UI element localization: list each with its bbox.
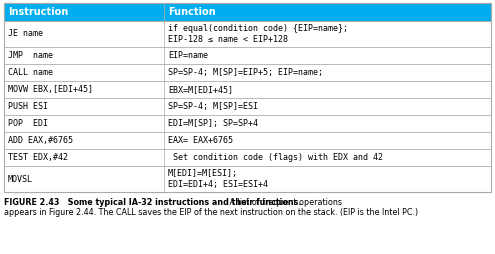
Bar [4,149,491,166]
Text: A list of frequent operations: A list of frequent operations [227,198,342,207]
Bar [4,166,491,192]
Text: CALL name: CALL name [8,68,53,77]
Text: EAX= EAX+6765: EAX= EAX+6765 [168,136,233,145]
Text: EIP=name: EIP=name [168,51,208,60]
Text: PUSH ESI: PUSH ESI [8,102,48,111]
Text: FIGURE 2.43   Some typical IA-32 instructions and their functions.: FIGURE 2.43 Some typical IA-32 instructi… [4,198,301,207]
Text: JMP  name: JMP name [8,51,53,60]
Text: MOVW EBX,[EDI+45]: MOVW EBX,[EDI+45] [8,85,93,94]
Text: Instruction: Instruction [8,7,68,17]
Bar [4,3,491,21]
Text: EBX=M[EDI+45]: EBX=M[EDI+45] [168,85,233,94]
Bar [4,81,491,98]
Text: MOVSL: MOVSL [8,174,33,183]
Bar [4,21,491,47]
Text: SP=SP-4; M[SP]=ESI: SP=SP-4; M[SP]=ESI [168,102,258,111]
Text: if equal(condition code) {EIP=name};
EIP-128 ≤ name < EIP+128: if equal(condition code) {EIP=name}; EIP… [168,24,348,44]
Bar [4,132,491,149]
Bar [4,47,491,64]
Bar [4,115,491,132]
Text: appears in Figure 2.44. The CALL saves the EIP of the next instruction on the st: appears in Figure 2.44. The CALL saves t… [4,208,418,217]
Text: Function: Function [168,7,216,17]
Text: ADD EAX,#6765: ADD EAX,#6765 [8,136,73,145]
Text: JE name: JE name [8,29,43,39]
Bar [4,98,491,115]
Text: EDI=M[SP]; SP=SP+4: EDI=M[SP]; SP=SP+4 [168,119,258,128]
Text: SP=SP-4; M[SP]=EIP+5; EIP=name;: SP=SP-4; M[SP]=EIP+5; EIP=name; [168,68,323,77]
Bar [4,3,491,192]
Bar [4,64,491,81]
Text: M[EDI]=M[ESI];
EDI=EDI+4; ESI=ESI+4: M[EDI]=M[ESI]; EDI=EDI+4; ESI=ESI+4 [168,169,268,189]
Text: Set condition code (flags) with EDX and 42: Set condition code (flags) with EDX and … [168,153,383,162]
Text: TEST EDX,#42: TEST EDX,#42 [8,153,68,162]
Text: POP  EDI: POP EDI [8,119,48,128]
